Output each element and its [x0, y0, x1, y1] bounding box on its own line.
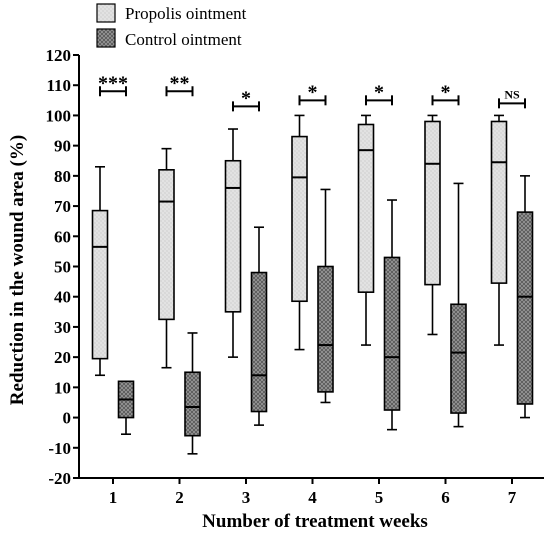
significance-week-7: NS — [498, 87, 526, 109]
y-tick-label: 50 — [54, 258, 71, 277]
y-tick-label: -10 — [48, 439, 71, 458]
significance-week-1: *** — [98, 72, 128, 97]
significance-label: *** — [98, 72, 128, 94]
y-tick-label: 100 — [46, 106, 72, 125]
iqr-box — [383, 256, 401, 411]
significance-week-3: * — [232, 87, 260, 112]
significance-week-2: ** — [165, 72, 194, 97]
significance-markers: *** *** * * * NS — [98, 72, 526, 112]
x-tick-label: 3 — [242, 488, 251, 507]
iqr-box — [516, 211, 534, 405]
y-tick-label: 110 — [46, 76, 71, 95]
legend-label-control: Control ointment — [125, 30, 242, 49]
y-tick-label: 20 — [54, 348, 71, 367]
y-tick-label: 70 — [54, 197, 71, 216]
axes: -20 -10 0 10 20 30 40 50 60 70 80 90 100 110 120 1 2 3 4 5 6… — [46, 46, 544, 507]
iqr-box — [291, 135, 308, 303]
significance-label: * — [308, 81, 318, 103]
y-tick-label: 10 — [54, 378, 71, 397]
significance-label: * — [441, 81, 451, 103]
legend-label-propolis: Propolis ointment — [125, 4, 247, 23]
x-tick-label: 2 — [175, 488, 184, 507]
propolis-box-week-2 — [158, 147, 175, 369]
significance-week-5: * — [365, 81, 393, 106]
legend: Propolis ointment Control ointment — [96, 3, 247, 49]
y-tick-label: 0 — [63, 409, 72, 428]
control-box-week-4 — [317, 188, 334, 404]
significance-week-4: * — [298, 81, 327, 106]
x-tick-label: 7 — [508, 488, 517, 507]
boxes — [91, 114, 534, 455]
propolis-box-week-1 — [91, 165, 109, 377]
control-box-week-5 — [383, 199, 401, 431]
control-box-week-6 — [450, 182, 467, 428]
x-tick-label: 1 — [109, 488, 118, 507]
iqr-box — [357, 123, 375, 293]
propolis-box-week-3 — [224, 128, 242, 358]
y-tick-label: 40 — [54, 288, 71, 307]
significance-label: * — [374, 81, 384, 103]
x-tick-label: 6 — [441, 488, 450, 507]
iqr-box — [184, 371, 201, 437]
control-box-week-3 — [250, 226, 268, 426]
x-tick-label: 4 — [308, 488, 317, 507]
control-box-week-2 — [184, 332, 201, 455]
propolis-box-week-6 — [424, 114, 441, 336]
significance-label: * — [241, 87, 251, 109]
control-box-week-7 — [516, 175, 534, 419]
iqr-box — [490, 120, 508, 284]
iqr-box — [91, 209, 109, 360]
y-tick-label: 90 — [54, 137, 71, 156]
propolis-box-week-5 — [357, 114, 375, 346]
y-tick-label: -20 — [48, 469, 71, 488]
significance-label: ** — [170, 72, 190, 94]
iqr-box — [158, 169, 175, 321]
y-tick-label: 30 — [54, 318, 71, 337]
y-tick-label: 80 — [54, 167, 71, 186]
iqr-box — [317, 265, 334, 393]
legend-swatch-control — [96, 28, 116, 48]
propolis-box-week-7 — [490, 114, 508, 346]
y-axis-label: Reduction in the wound area (%) — [7, 135, 28, 405]
propolis-box-week-4 — [291, 114, 308, 351]
significance-label: NS — [504, 87, 520, 101]
iqr-box — [450, 303, 467, 414]
iqr-box — [424, 120, 441, 286]
iqr-box — [224, 159, 242, 313]
iqr-box — [250, 271, 268, 413]
legend-swatch-propolis — [96, 3, 116, 23]
significance-week-6: * — [431, 81, 460, 106]
y-tick-label: 60 — [54, 227, 71, 246]
x-axis-label: Number of treatment weeks — [202, 511, 428, 532]
y-tick-label: 120 — [46, 46, 72, 65]
x-tick-label: 5 — [375, 488, 384, 507]
control-box-week-1 — [117, 380, 135, 435]
